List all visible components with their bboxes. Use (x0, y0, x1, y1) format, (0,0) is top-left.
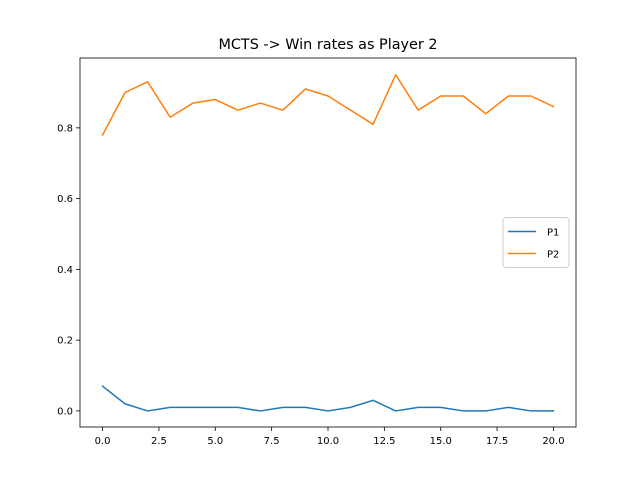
y-tick-label: 0.6 (57, 194, 73, 205)
x-tick-label: 12.5 (373, 436, 395, 447)
y-axis: 0.0 0.2 0.4 0.6 0.8 (57, 123, 80, 417)
series-line-p1 (101, 385, 555, 412)
x-tick-label: 20.0 (542, 436, 564, 447)
y-tick-label: 0.0 (57, 406, 73, 417)
y-tick-label: 0.4 (57, 265, 73, 276)
y-tick-label: 0.2 (57, 336, 73, 347)
legend-box (502, 217, 570, 268)
x-axis: 0.0 2.5 5.0 7.5 10.0 12.5 15.0 17.5 20.0 (95, 427, 565, 447)
chart-title: MCTS -> Win rates as Player 2 (218, 37, 437, 53)
x-tick-label: 5.0 (207, 436, 223, 447)
legend-label-p2: P2 (547, 250, 559, 261)
x-tick-label: 15.0 (430, 436, 452, 447)
x-tick-label: 7.5 (264, 436, 280, 447)
legend: P1 P2 (502, 217, 570, 268)
x-tick-label: 2.5 (151, 436, 167, 447)
y-tick-label: 0.8 (57, 123, 73, 134)
plot-frame (79, 57, 577, 428)
x-tick-label: 10.0 (317, 436, 339, 447)
x-tick-label: 17.5 (486, 436, 508, 447)
legend-label-p1: P1 (547, 228, 559, 239)
series-line-p2 (101, 74, 555, 136)
x-tick-label: 0.0 (95, 436, 111, 447)
plot-series (101, 74, 555, 412)
